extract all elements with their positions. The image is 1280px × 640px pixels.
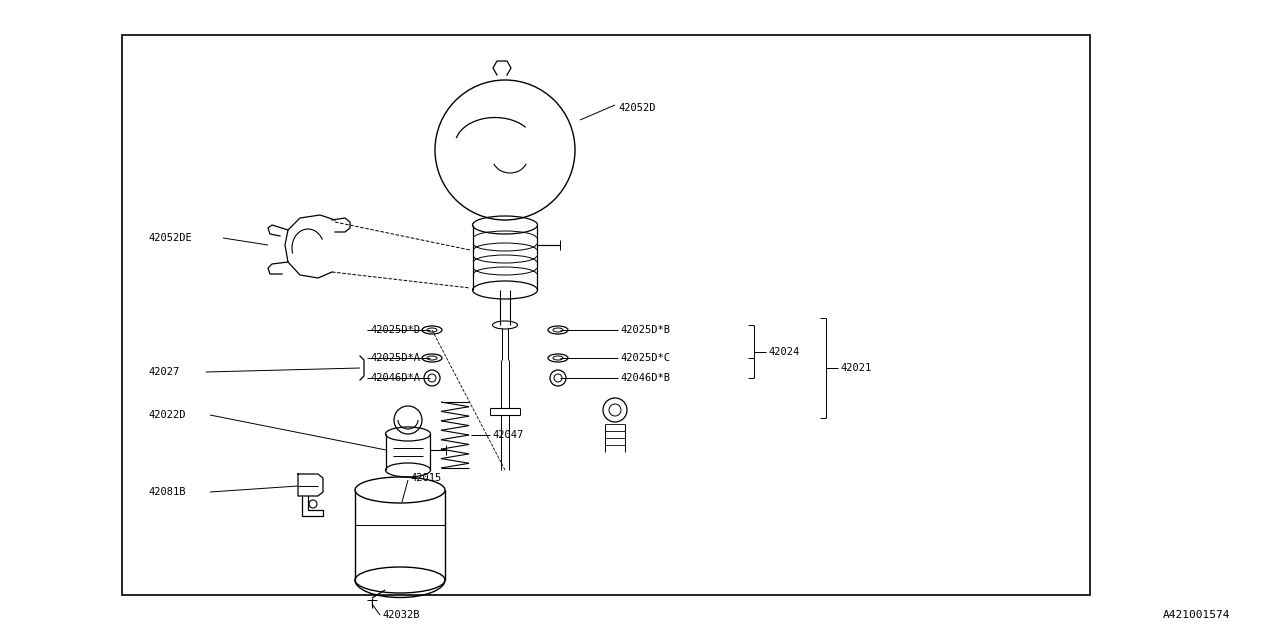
Text: 42025D*C: 42025D*C xyxy=(620,353,669,363)
Text: A421001574: A421001574 xyxy=(1162,610,1230,620)
Text: 42022D: 42022D xyxy=(148,410,186,420)
Text: 42052D: 42052D xyxy=(618,103,655,113)
Bar xyxy=(122,35,1091,595)
Text: 42024: 42024 xyxy=(768,347,799,357)
Text: 42025D*B: 42025D*B xyxy=(620,325,669,335)
Text: 42052DE: 42052DE xyxy=(148,233,192,243)
Text: 42025D*A: 42025D*A xyxy=(370,353,420,363)
Text: 42032B: 42032B xyxy=(381,610,420,620)
Text: 42081B: 42081B xyxy=(148,487,186,497)
Text: 42047: 42047 xyxy=(492,430,524,440)
Text: 42046D*A: 42046D*A xyxy=(370,373,420,383)
Text: 42027: 42027 xyxy=(148,367,179,377)
Text: 42021: 42021 xyxy=(840,363,872,373)
Text: 42015: 42015 xyxy=(410,473,442,483)
Text: 42046D*B: 42046D*B xyxy=(620,373,669,383)
Text: 42025D*D: 42025D*D xyxy=(370,325,420,335)
